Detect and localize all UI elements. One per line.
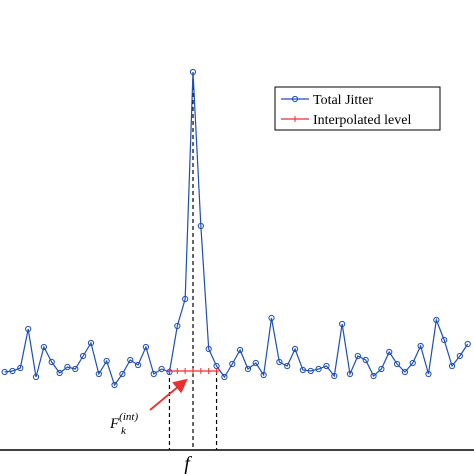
data-point xyxy=(150,370,157,378)
data-point xyxy=(182,368,189,374)
annotation-part: k xyxy=(121,425,127,437)
data-point xyxy=(174,322,181,330)
data-point xyxy=(354,352,361,360)
data-point xyxy=(237,346,244,354)
data-point xyxy=(252,359,259,367)
legend-label: Total Jitter xyxy=(313,93,373,108)
data-point xyxy=(441,336,448,344)
data-point xyxy=(127,356,134,364)
data-point xyxy=(64,363,71,371)
data-point xyxy=(32,373,40,381)
data-point xyxy=(213,368,220,374)
data-point xyxy=(103,357,110,365)
data-point xyxy=(448,362,456,370)
data-point xyxy=(182,295,189,303)
data-point xyxy=(205,345,212,353)
data-point xyxy=(425,370,432,378)
data-point xyxy=(48,358,55,366)
x-axis-label: f xyxy=(184,453,192,474)
data-point xyxy=(323,362,330,370)
data-point xyxy=(260,371,267,379)
data-point xyxy=(401,368,409,376)
data-point xyxy=(268,314,275,322)
data-point xyxy=(339,320,346,328)
legend-marker xyxy=(291,95,299,103)
annotation-arrow xyxy=(149,378,188,411)
data-point xyxy=(111,381,118,389)
data-point xyxy=(80,352,87,360)
legend-label: Interpolated level xyxy=(313,113,411,128)
data-point xyxy=(119,370,126,378)
data-point xyxy=(142,343,150,351)
legend-box xyxy=(274,86,441,131)
data-point xyxy=(315,365,322,373)
data-point xyxy=(433,316,440,324)
data-point xyxy=(417,342,424,350)
data-point xyxy=(87,339,95,347)
annotation-part: (int) xyxy=(119,411,138,423)
data-point xyxy=(72,365,79,373)
data-point xyxy=(1,368,8,376)
data-point xyxy=(464,340,471,348)
data-point xyxy=(95,370,102,378)
data-point xyxy=(56,369,63,377)
data-point xyxy=(307,367,314,375)
data-point xyxy=(190,368,197,374)
data-point xyxy=(244,365,252,373)
data-point xyxy=(205,368,212,374)
data-point xyxy=(9,367,16,375)
annotation-part: F xyxy=(109,416,120,432)
data-point xyxy=(362,356,369,364)
data-point xyxy=(189,68,197,76)
data-point xyxy=(25,325,32,333)
data-point xyxy=(40,343,47,351)
data-point xyxy=(166,368,173,374)
data-point xyxy=(370,372,377,380)
data-point xyxy=(197,368,204,374)
data-point xyxy=(291,345,299,353)
data-point xyxy=(409,359,416,367)
data-point xyxy=(346,370,354,378)
data-point xyxy=(134,361,142,369)
data-point xyxy=(158,365,165,373)
data-point xyxy=(393,360,401,368)
data-point xyxy=(197,222,204,230)
data-point xyxy=(299,366,306,374)
data-point xyxy=(456,352,463,360)
data-point xyxy=(229,360,236,368)
data-point xyxy=(331,372,338,380)
data-point xyxy=(276,358,283,366)
data-point xyxy=(378,365,385,373)
data-point xyxy=(284,362,291,370)
legend-marker xyxy=(292,116,298,122)
data-point xyxy=(221,373,228,381)
data-point xyxy=(174,368,181,374)
data-point xyxy=(386,348,393,356)
annotation: F(int) k xyxy=(109,411,138,437)
data-point xyxy=(17,364,24,372)
